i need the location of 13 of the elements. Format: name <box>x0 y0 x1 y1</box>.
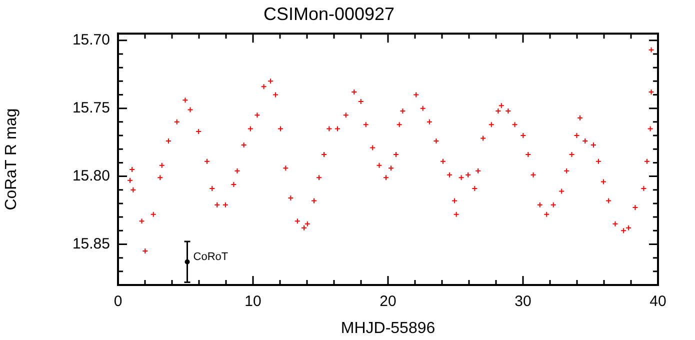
y-tick-label: 15.85 <box>72 235 110 252</box>
x-axis-title: MHJD-55896 <box>340 320 436 337</box>
x-tick-label: 40 <box>650 293 666 310</box>
series-label: CoRoT <box>193 250 228 263</box>
y-axis-title: CoRaT R mag <box>3 108 20 210</box>
chart-title: CSIMon-000927 <box>263 4 395 24</box>
x-tick-label: 10 <box>244 293 262 310</box>
x-tick-label: 0 <box>114 293 122 310</box>
x-tick-label: 20 <box>380 293 396 310</box>
y-tick-label: 15.75 <box>72 99 110 116</box>
y-tick-label: 15.70 <box>72 32 110 49</box>
x-tick-label: 30 <box>514 293 532 310</box>
y-tick-label: 15.80 <box>72 167 110 184</box>
